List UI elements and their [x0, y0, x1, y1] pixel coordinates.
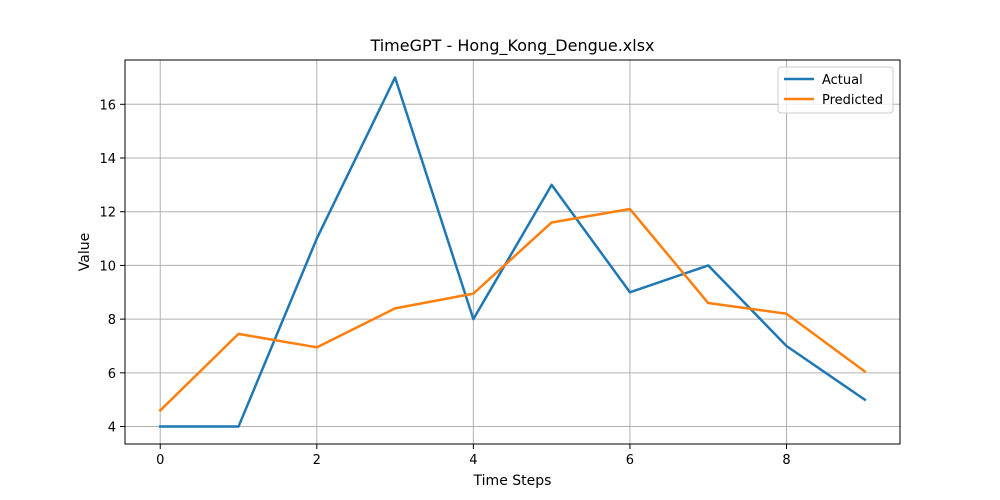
- y-tick-label: 4: [108, 421, 116, 436]
- y-axis-ticks: 4 6 8 10 12 14 16: [99, 98, 125, 436]
- series-line-actual: [158, 76, 867, 428]
- x-tick-label: 0: [156, 453, 164, 468]
- x-tick-label: 6: [626, 453, 634, 468]
- x-tick-label: 2: [313, 453, 321, 468]
- series-line-predicted: [158, 207, 867, 413]
- grid-lines: [125, 60, 900, 444]
- y-axis-label: Value: [77, 233, 93, 271]
- y-tick-label: 14: [99, 152, 116, 167]
- y-tick-label: 6: [108, 367, 116, 382]
- y-tick-label: 12: [99, 206, 116, 221]
- y-tick-label: 8: [108, 313, 116, 328]
- plot-frame: [124, 59, 901, 445]
- y-tick-label: 16: [99, 98, 116, 113]
- legend-label-actual: Actual: [822, 73, 863, 88]
- x-tick-label: 8: [782, 453, 790, 468]
- x-axis-label: Time Steps: [473, 473, 552, 489]
- y-tick-label: 10: [99, 259, 116, 274]
- legend: Actual Predicted: [777, 66, 894, 114]
- legend-label-predicted: Predicted: [822, 93, 883, 108]
- series-lines: [158, 76, 867, 428]
- x-axis-ticks: 0 2 4 6 8: [156, 444, 791, 468]
- x-tick-label: 4: [469, 453, 477, 468]
- chart-title: TimeGPT - Hong_Kong_Dengue.xlsx: [369, 36, 654, 56]
